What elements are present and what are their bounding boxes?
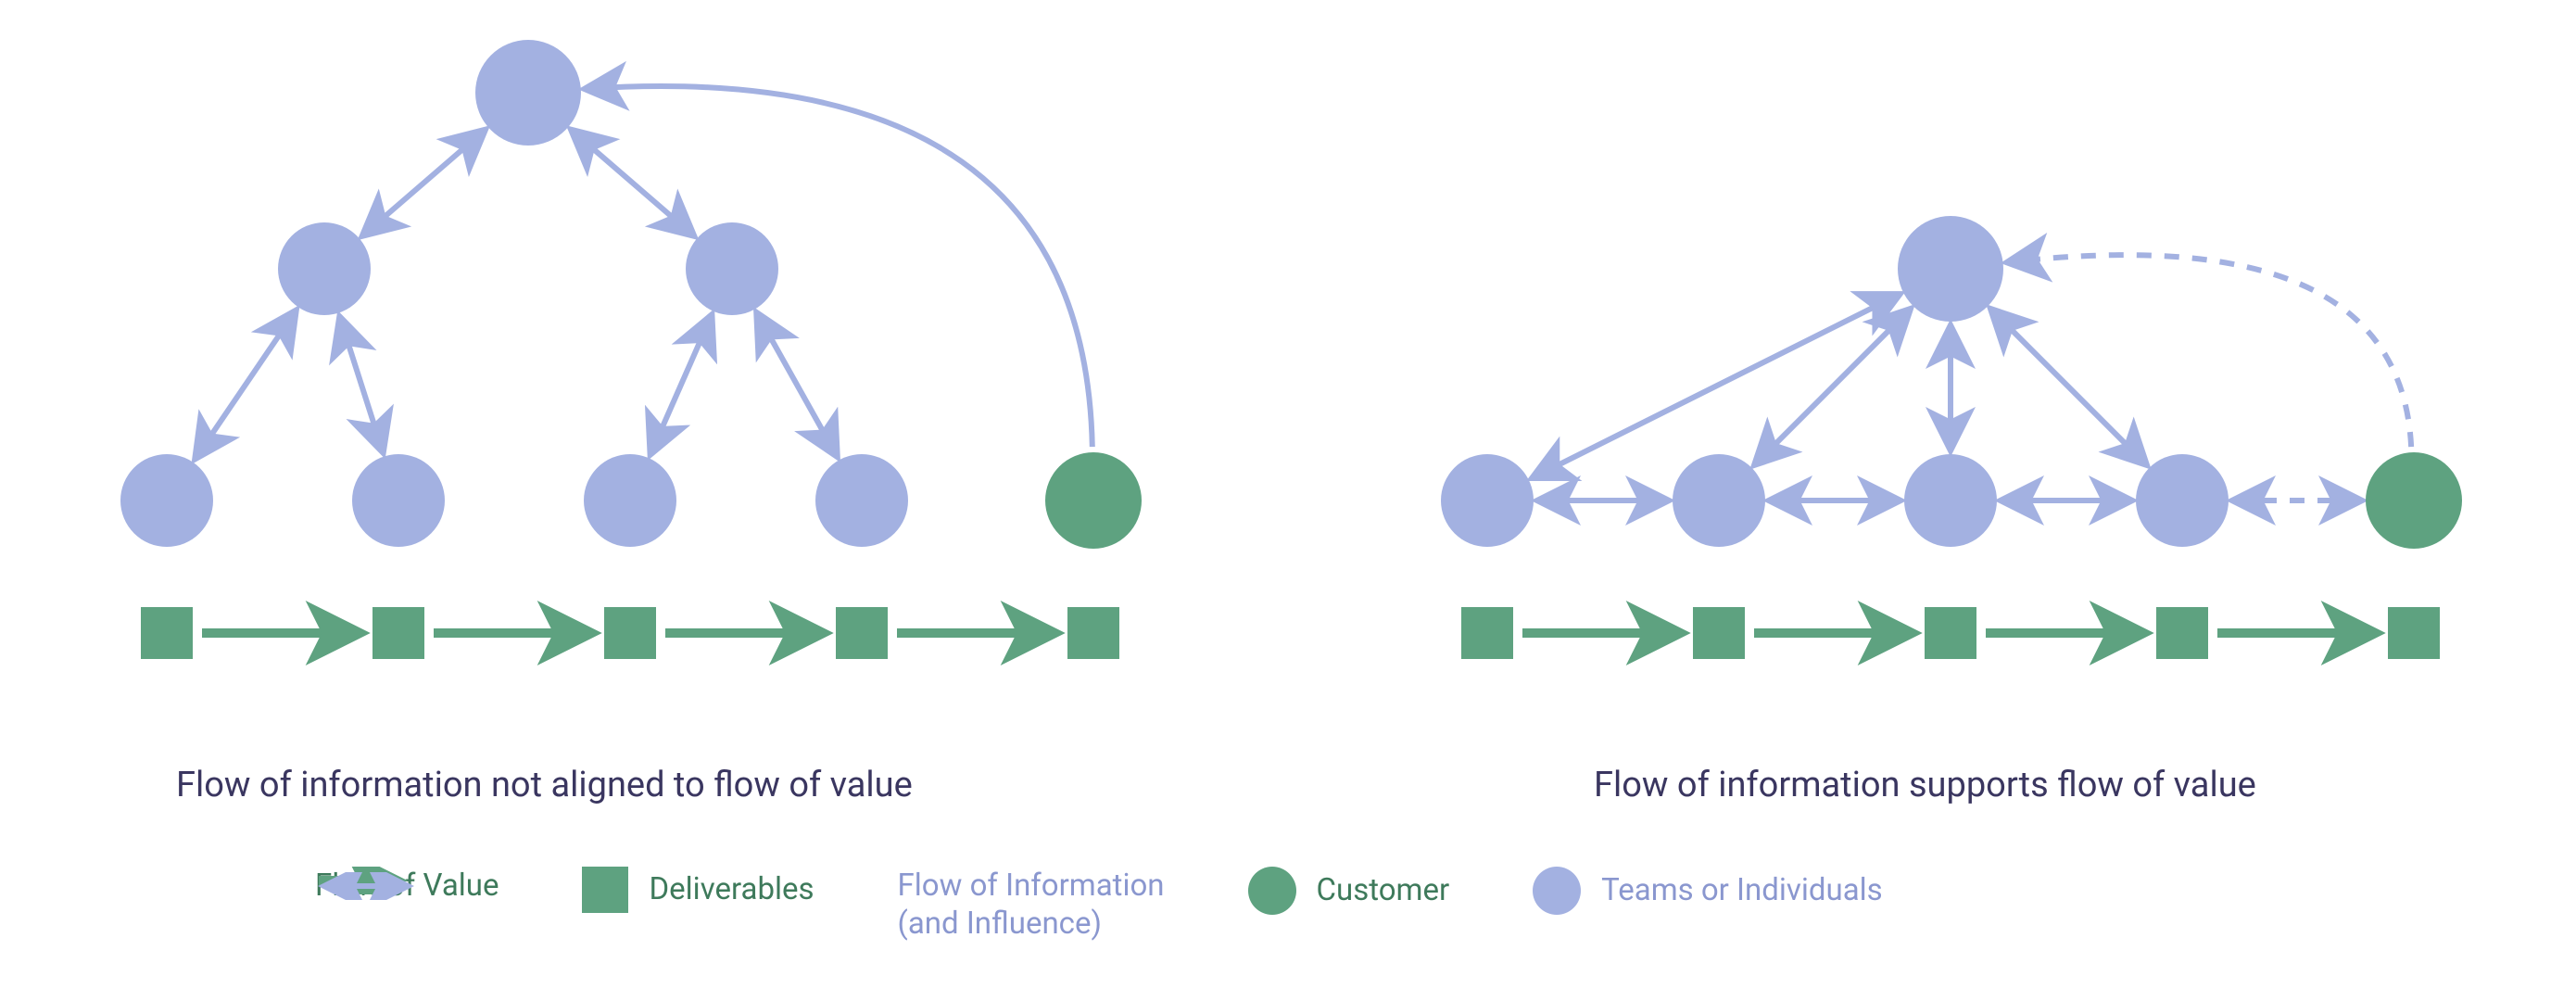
team-node [278, 222, 371, 315]
info-flow-curve [2009, 255, 2412, 447]
legend-label: Deliverables [649, 870, 814, 908]
deliverable-node [373, 607, 424, 659]
right-caption: Flow of information supports flow of val… [1594, 765, 2256, 805]
deliverable-node [1067, 607, 1119, 659]
legend: Flow of ValueDeliverablesFlow of Informa… [315, 867, 1883, 944]
team-node [1441, 454, 1534, 547]
info-flow-link [651, 316, 712, 452]
deliverable-node [2156, 607, 2208, 659]
info-flow-link [340, 318, 383, 450]
info-flow-link [363, 131, 484, 234]
diagram-svg [0, 0, 2576, 1001]
diagram-page: { "colors": { "blue_node": "#a3b1e1", "b… [0, 0, 2576, 1001]
team-node [2136, 454, 2229, 547]
customer-icon [1248, 867, 1296, 915]
team-node [1904, 454, 1997, 547]
team-node [584, 454, 676, 547]
deliverable-node [1461, 607, 1513, 659]
deliverable-node [2388, 607, 2440, 659]
team-node [1898, 216, 2003, 322]
legend-label: Flow of Information(and Influence) [898, 867, 1165, 944]
info-flow-link [1756, 310, 1910, 464]
team-node [686, 222, 778, 315]
info-flow-curve [587, 86, 1092, 447]
flow-of-information-icon [315, 872, 417, 900]
deliverable-node [1693, 607, 1745, 659]
deliverable-node [1925, 607, 1976, 659]
team-node [1673, 454, 1765, 547]
info-flow-link [1992, 310, 2146, 464]
legend-label: Customer [1317, 871, 1450, 909]
legend-item: Deliverables [582, 867, 814, 913]
info-flow-link [1534, 295, 1899, 477]
deliverable-icon [582, 867, 628, 913]
team-node [352, 454, 445, 547]
left-caption: Flow of information not aligned to flow … [176, 765, 913, 805]
info-flow-link [573, 131, 693, 234]
team-node [815, 454, 908, 547]
team-icon [1533, 867, 1581, 915]
team-node [475, 40, 581, 146]
team-node [120, 454, 213, 547]
info-flow-link [757, 314, 836, 455]
info-flow-link [196, 311, 295, 457]
deliverable-node [141, 607, 193, 659]
legend-item: Flow of Information(and Influence) [898, 867, 1165, 944]
legend-label: Teams or Individuals [1601, 871, 1883, 909]
customer-node [1045, 452, 1142, 549]
legend-item: Customer [1248, 867, 1450, 915]
legend-item: Teams or Individuals [1533, 867, 1883, 915]
deliverable-node [836, 607, 888, 659]
deliverable-node [604, 607, 656, 659]
customer-node [2366, 452, 2462, 549]
